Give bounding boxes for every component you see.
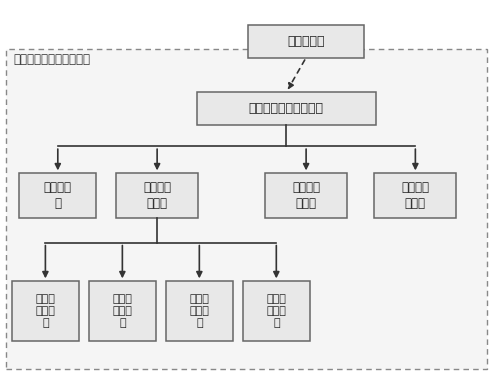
Bar xyxy=(89,281,156,341)
Text: 电磁制动
控制器: 电磁制动 控制器 xyxy=(292,181,320,210)
Bar xyxy=(248,25,365,58)
Bar xyxy=(5,49,488,369)
Text: 驱动电
机控制
器: 驱动电 机控制 器 xyxy=(189,294,209,329)
Bar xyxy=(12,281,79,341)
Text: 待测整车分层控制器系统: 待测整车分层控制器系统 xyxy=(13,53,90,66)
Bar xyxy=(166,281,233,341)
Text: 路面识别
器: 路面识别 器 xyxy=(44,181,72,210)
Text: 整车动力学协调控制器: 整车动力学协调控制器 xyxy=(249,102,324,115)
Text: 驱动电
机控制
器: 驱动电 机控制 器 xyxy=(266,294,286,329)
Text: 驱动电
机控制
器: 驱动电 机控制 器 xyxy=(35,294,55,329)
Text: 驱动电
机控制
器: 驱动电 机控制 器 xyxy=(113,294,132,329)
Text: 转矩分配
控制器: 转矩分配 控制器 xyxy=(143,181,171,210)
Bar xyxy=(243,281,310,341)
Bar xyxy=(197,92,375,125)
Bar xyxy=(374,173,456,217)
Bar xyxy=(116,173,198,217)
Bar xyxy=(19,173,96,217)
Bar xyxy=(265,173,347,217)
Text: 传感器信号: 传感器信号 xyxy=(287,35,325,48)
Text: 电控转向
控制器: 电控转向 控制器 xyxy=(401,181,429,210)
